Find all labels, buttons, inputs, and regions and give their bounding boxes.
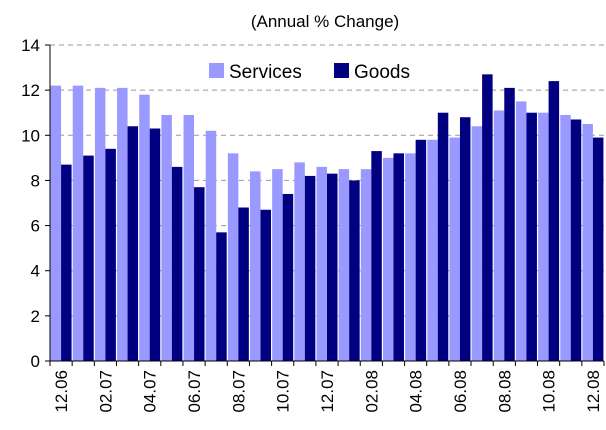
x-tick-label: 12.06 <box>52 370 71 413</box>
y-tick-label: 4 <box>31 262 40 281</box>
bar-goods-05.08 <box>437 112 449 361</box>
y-tick-label: 0 <box>31 352 40 371</box>
bar-services-12.06 <box>50 85 62 361</box>
y-tick-label: 10 <box>21 126 40 145</box>
x-tick-label: 10.08 <box>540 370 559 413</box>
bar-services-03.08 <box>382 157 394 361</box>
bar-goods-04.07 <box>149 128 161 361</box>
bar-goods-03.07 <box>127 126 139 361</box>
y-tick-label: 2 <box>31 307 40 326</box>
bar-services-03.07 <box>117 87 128 361</box>
bar-services-04.08 <box>405 153 416 361</box>
bar-services-12.08 <box>582 124 593 361</box>
bar-services-09.08 <box>515 101 527 361</box>
x-tick-label: 08.07 <box>229 370 248 413</box>
legend-label-services: Services <box>229 62 302 83</box>
bar-services-05.07 <box>161 114 172 361</box>
x-tick-label: 02.07 <box>96 370 115 413</box>
bar-services-01.07 <box>72 85 84 361</box>
bar-services-07.08 <box>471 126 483 361</box>
bar-services-02.08 <box>360 169 372 361</box>
bar-services-06.08 <box>449 137 460 361</box>
bar-goods-07.07 <box>216 232 227 361</box>
bar-services-07.07 <box>205 130 217 361</box>
bar-services-09.07 <box>250 171 261 361</box>
bar-goods-04.08 <box>415 139 427 361</box>
x-tick-label: 12.07 <box>318 370 337 413</box>
bar-goods-10.07 <box>282 193 294 361</box>
x-tick-label: 06.08 <box>451 370 470 413</box>
bars <box>50 74 604 362</box>
bar-services-06.07 <box>183 114 195 361</box>
bar-goods-01.08 <box>349 180 360 361</box>
axes <box>45 44 605 366</box>
bar-services-02.07 <box>94 87 106 361</box>
x-tick-label: 08.08 <box>495 370 514 413</box>
bar-goods-11.07 <box>304 175 316 361</box>
bar-goods-03.08 <box>393 153 404 361</box>
bar-goods-06.07 <box>194 187 205 361</box>
bar-goods-08.08 <box>504 87 515 361</box>
x-tick-labels: 12.06 02.07 04.07 06.07 08.07 10.07 12.07 02.08… <box>52 370 603 413</box>
bar-goods-08.07 <box>238 207 249 361</box>
bar-goods-05.07 <box>171 166 183 361</box>
chart-title: (Annual % Change) <box>251 12 399 31</box>
bar-goods-10.08 <box>548 81 560 361</box>
bar-goods-12.07 <box>327 173 338 361</box>
x-tick-label: 12.08 <box>584 370 603 413</box>
bar-services-08.08 <box>493 110 505 361</box>
bar-goods-01.07 <box>83 155 94 361</box>
y-tick-label: 8 <box>31 171 40 190</box>
bar-services-01.08 <box>338 169 350 361</box>
bar-services-04.07 <box>139 94 150 362</box>
bar-goods-09.08 <box>526 112 537 361</box>
bar-services-10.07 <box>272 169 283 361</box>
bar-services-10.08 <box>538 112 549 361</box>
bar-goods-07.08 <box>482 74 493 361</box>
bar-goods-11.08 <box>570 119 582 361</box>
bar-goods-12.06 <box>61 164 72 361</box>
legend-swatch-goods <box>334 63 349 78</box>
y-tick-label: 6 <box>31 217 40 236</box>
bar-goods-09.07 <box>260 209 272 361</box>
y-tick-labels: 0 2 4 6 8 10 12 14 <box>21 36 40 371</box>
legend: Services Goods <box>209 62 410 83</box>
legend-label-goods: Goods <box>354 62 410 83</box>
x-tick-label: 10.07 <box>274 370 293 413</box>
x-tick-label: 06.07 <box>185 370 204 413</box>
bar-services-11.08 <box>560 114 571 361</box>
bar-services-11.07 <box>294 162 305 361</box>
bar-goods-02.07 <box>105 148 116 361</box>
x-tick-label: 04.07 <box>141 370 160 413</box>
bar-goods-06.08 <box>459 117 471 361</box>
x-tick-label: 02.08 <box>362 370 381 413</box>
bar-goods-12.08 <box>592 137 604 361</box>
bar-goods-02.08 <box>371 151 382 361</box>
bar-services-08.07 <box>227 153 239 361</box>
bar-services-12.07 <box>316 166 327 361</box>
bar-services-05.08 <box>427 139 438 361</box>
x-tick-label: 04.08 <box>407 370 426 413</box>
y-tick-label: 14 <box>21 36 40 55</box>
legend-swatch-services <box>209 63 224 78</box>
y-tick-label: 12 <box>21 81 40 100</box>
